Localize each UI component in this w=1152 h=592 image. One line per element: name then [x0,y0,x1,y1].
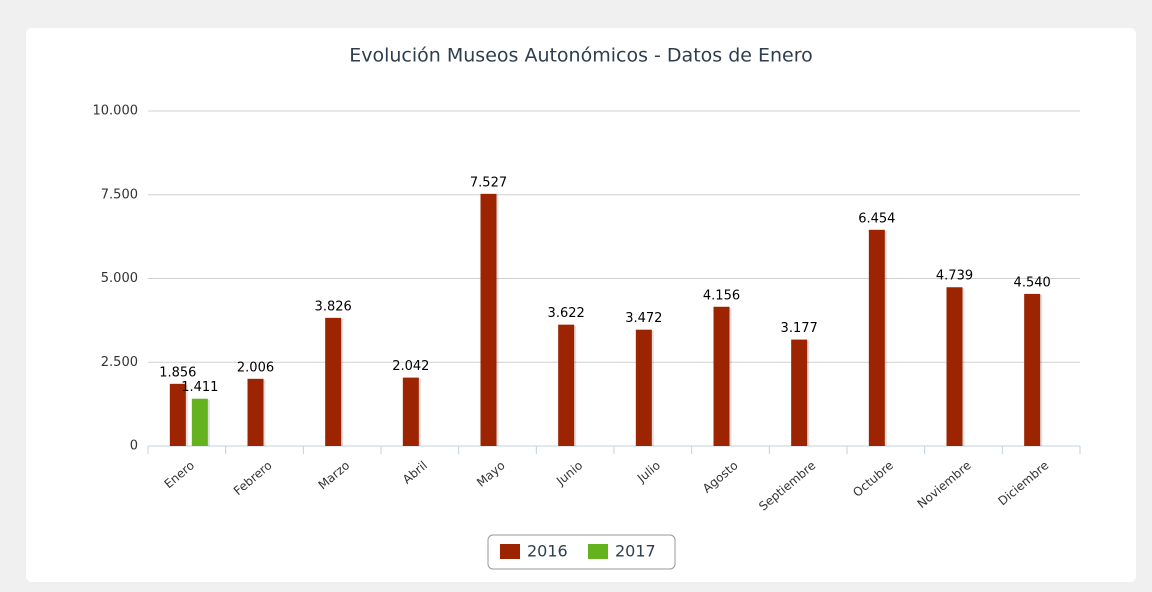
bar [635,329,652,446]
bar [191,398,208,446]
bar [480,193,497,446]
legend-swatch [500,544,520,559]
y-tick-label: 7.500 [101,187,138,202]
data-label: 2.006 [237,360,274,375]
data-label: 4.540 [1014,275,1051,290]
legend-swatch [588,544,608,559]
data-label: 1.411 [181,380,218,395]
data-label: 4.156 [703,288,740,303]
legend-label: 2016 [527,542,568,561]
data-label: 7.527 [470,175,507,190]
data-label: 3.826 [315,299,352,314]
card [26,28,1136,582]
bar [169,383,186,446]
bar [946,287,963,446]
bar [713,306,730,446]
bar [325,317,342,446]
legend [487,534,676,570]
bar [558,324,575,446]
y-tick-label: 10.000 [93,104,139,119]
bar [1024,293,1041,446]
data-label: 3.622 [548,306,585,321]
bar [791,339,808,446]
data-label: 4.739 [936,269,973,284]
bar [868,229,885,446]
y-tick-label: 0 [130,439,138,454]
data-label: 3.472 [625,311,662,326]
y-tick-label: 2.500 [101,355,138,370]
data-label: 6.454 [858,211,895,226]
bar [247,378,264,446]
chart-title: Evolución Museos Autonómicos - Datos de … [349,45,813,67]
bar [402,377,419,446]
legend-label: 2017 [615,542,656,561]
data-label: 2.042 [392,359,429,374]
y-tick-label: 5.000 [101,271,138,286]
data-label: 3.177 [781,321,818,336]
data-label: 1.856 [159,365,196,380]
